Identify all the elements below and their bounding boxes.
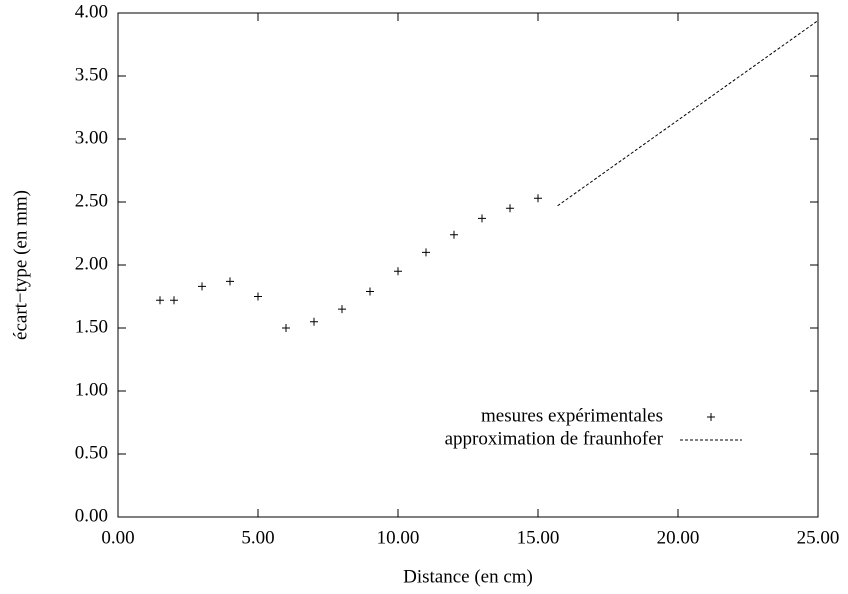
y-tick-label: 0.50 bbox=[75, 442, 108, 463]
data-point bbox=[534, 194, 542, 203]
data-line bbox=[557, 20, 819, 207]
legend-marker bbox=[707, 413, 715, 421]
y-tick-label: 1.50 bbox=[75, 316, 108, 337]
data-point bbox=[422, 248, 430, 257]
x-tick-label: 15.00 bbox=[517, 527, 560, 548]
y-tick-label: 0.00 bbox=[75, 505, 108, 526]
x-axis-title: Distance (en cm) bbox=[403, 566, 533, 587]
data-point bbox=[338, 305, 346, 314]
y-tick-label: 1.00 bbox=[75, 379, 108, 400]
data-point bbox=[310, 317, 318, 326]
data-point bbox=[282, 324, 290, 332]
data-point bbox=[226, 277, 234, 286]
y-tick-label: 3.00 bbox=[75, 127, 108, 148]
x-tick-label: 5.00 bbox=[241, 527, 274, 548]
legend-label: mesures expérimentales bbox=[481, 405, 663, 426]
y-tick-label: 2.00 bbox=[75, 253, 108, 274]
data-point bbox=[394, 267, 402, 276]
y-tick-label: 2.50 bbox=[75, 190, 108, 211]
data-point bbox=[450, 230, 458, 239]
data-point bbox=[156, 296, 164, 305]
legend-label: approximation de fraunhofer bbox=[445, 428, 664, 449]
data-point bbox=[254, 292, 262, 301]
x-tick-label: 20.00 bbox=[657, 527, 700, 548]
data-point bbox=[478, 214, 486, 223]
data-point bbox=[506, 204, 514, 213]
y-tick-label: 3.50 bbox=[75, 64, 108, 85]
y-tick-label: 4.00 bbox=[75, 1, 108, 22]
data-point bbox=[366, 287, 374, 296]
x-tick-label: 0.00 bbox=[101, 527, 134, 548]
data-point bbox=[198, 282, 206, 291]
x-tick-label: 25.00 bbox=[797, 527, 840, 548]
y-axis-title: écart−type (en mm) bbox=[10, 190, 31, 340]
data-point bbox=[170, 296, 178, 305]
x-tick-label: 10.00 bbox=[377, 527, 420, 548]
